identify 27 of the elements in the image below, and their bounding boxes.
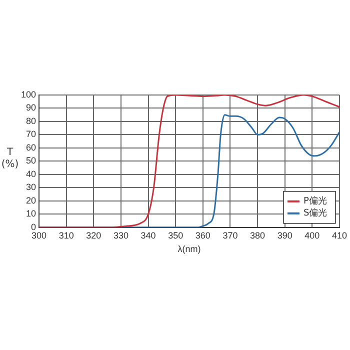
- x-tick-label: 400: [304, 230, 320, 240]
- x-tick-label: 380: [250, 230, 266, 240]
- legend-label: P偏光: [303, 196, 327, 207]
- x-tick-label: 370: [222, 230, 238, 240]
- y-tick-label: 40: [26, 168, 36, 179]
- x-tick-label: 410: [332, 230, 348, 240]
- x-tick-label: 390: [277, 230, 292, 240]
- legend-label: S偏光: [303, 208, 328, 219]
- x-tick-label: 360: [195, 230, 210, 240]
- y-tick-label: 50: [26, 156, 36, 166]
- x-tick-label: 300: [32, 230, 47, 240]
- x-tick-label: 320: [86, 230, 102, 240]
- y-tick-label: 90: [26, 102, 36, 113]
- y-tick-label: 60: [26, 142, 36, 152]
- y-tick-label: 20: [26, 195, 36, 206]
- x-tick-label: 330: [113, 230, 128, 240]
- y-tick-label: 80: [26, 116, 36, 126]
- x-tick-label: 310: [58, 230, 74, 240]
- x-axis-title: λ(nm): [178, 244, 201, 254]
- y-axis-title: T (%): [1, 147, 19, 170]
- y-tick-label: 70: [26, 129, 36, 140]
- y-tick-label: 30: [26, 182, 36, 192]
- x-tick-label: 340: [140, 230, 156, 240]
- y-tick-label: 10: [26, 208, 36, 219]
- x-tick-label: 350: [168, 230, 184, 240]
- y-tick-label: 0: [31, 222, 36, 232]
- y-tick-label: 100: [20, 89, 36, 100]
